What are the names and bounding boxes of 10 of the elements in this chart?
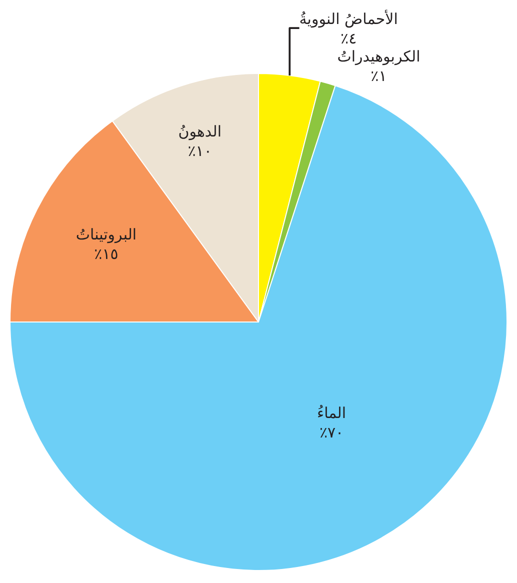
data-label: ٪١٥ — [94, 245, 118, 264]
data-label: ٪١ — [370, 66, 387, 85]
slice-label: الدهونُ — [178, 122, 222, 141]
data-label: ٪١٠ — [188, 142, 212, 160]
data-label: ٪٧٠ — [319, 423, 344, 442]
slice-label: البروتيناتُ — [76, 226, 137, 244]
slice-label: الأحماضُ النوويةُ — [299, 8, 398, 28]
slice-label: الكربوهيدراتُ — [337, 47, 420, 66]
slice-label: الماءُ — [317, 404, 346, 422]
data-label: ٪٤ — [340, 29, 357, 48]
